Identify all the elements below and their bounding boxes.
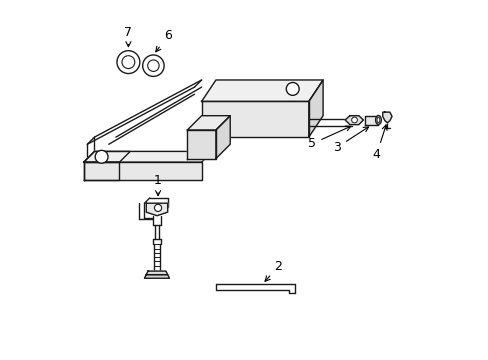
Circle shape <box>142 55 164 76</box>
Polygon shape <box>83 162 201 180</box>
Ellipse shape <box>376 117 379 123</box>
Text: 7: 7 <box>124 26 132 47</box>
Text: 1: 1 <box>154 174 162 195</box>
Circle shape <box>147 60 159 71</box>
Text: 2: 2 <box>264 260 282 281</box>
Circle shape <box>154 204 162 211</box>
Text: 3: 3 <box>333 127 368 154</box>
Polygon shape <box>187 130 216 158</box>
Circle shape <box>122 56 135 68</box>
Polygon shape <box>83 152 212 162</box>
Text: 6: 6 <box>156 30 171 52</box>
Polygon shape <box>83 162 119 180</box>
Polygon shape <box>216 116 230 158</box>
Polygon shape <box>382 112 391 123</box>
Circle shape <box>95 150 108 163</box>
Polygon shape <box>201 80 323 102</box>
Polygon shape <box>83 152 130 162</box>
Text: 4: 4 <box>372 125 386 161</box>
Polygon shape <box>144 275 169 278</box>
Circle shape <box>117 51 140 73</box>
Circle shape <box>351 117 357 123</box>
Polygon shape <box>201 102 308 137</box>
Circle shape <box>285 82 299 95</box>
Polygon shape <box>308 80 323 137</box>
Polygon shape <box>365 116 378 125</box>
Polygon shape <box>187 116 230 130</box>
Polygon shape <box>146 271 167 275</box>
Ellipse shape <box>375 116 381 125</box>
Polygon shape <box>146 203 167 216</box>
Text: 5: 5 <box>308 126 350 150</box>
Polygon shape <box>345 116 363 125</box>
